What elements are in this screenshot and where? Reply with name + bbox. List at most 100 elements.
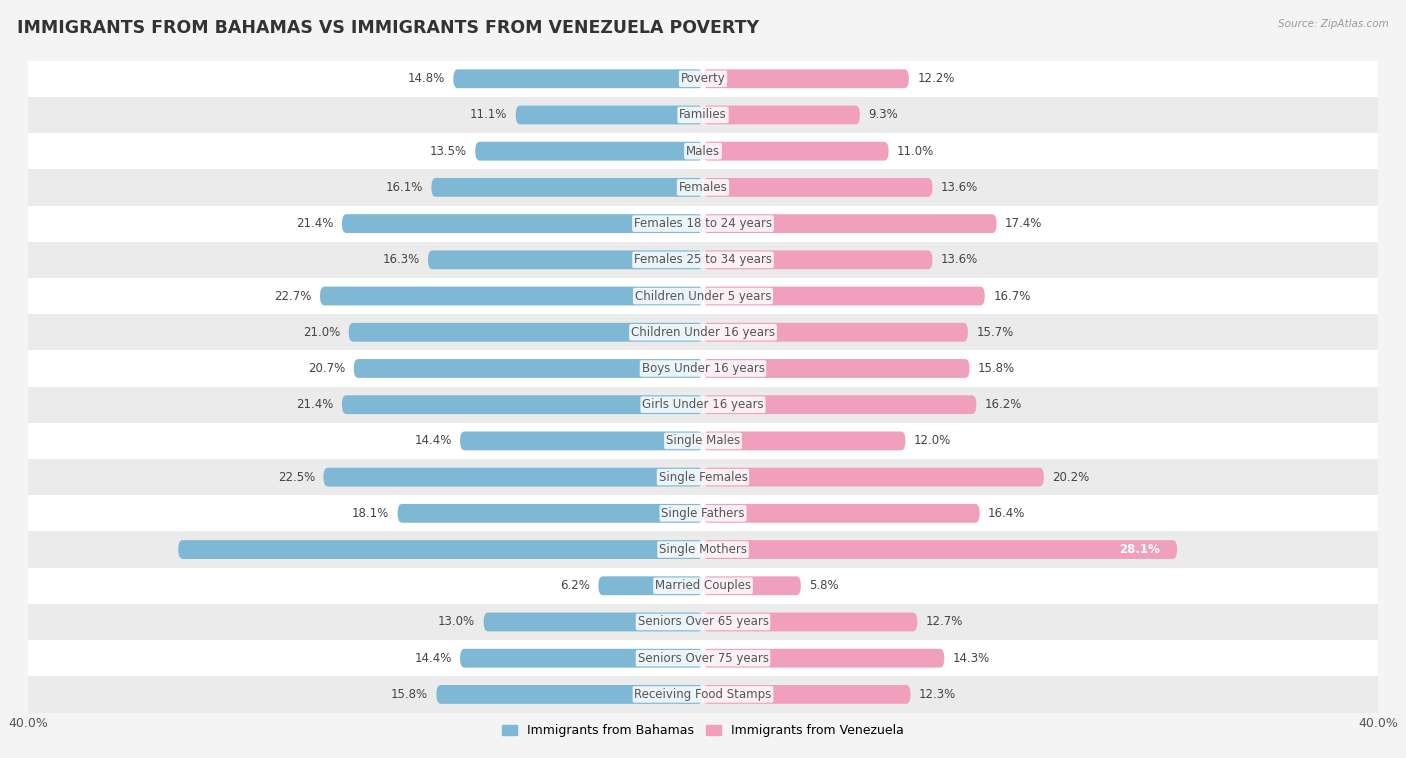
Bar	[28, 61, 1378, 97]
FancyBboxPatch shape	[703, 685, 911, 704]
Text: 21.4%: 21.4%	[297, 217, 333, 230]
Bar	[28, 423, 1378, 459]
Bar	[28, 97, 1378, 133]
Text: Females 18 to 24 years: Females 18 to 24 years	[634, 217, 772, 230]
Text: 16.2%: 16.2%	[984, 398, 1022, 411]
Bar	[28, 242, 1378, 278]
Text: Seniors Over 75 years: Seniors Over 75 years	[637, 652, 769, 665]
FancyBboxPatch shape	[703, 540, 1177, 559]
Bar	[28, 495, 1378, 531]
Bar	[28, 676, 1378, 713]
Text: 13.6%: 13.6%	[941, 253, 979, 266]
Bar	[28, 531, 1378, 568]
Text: 18.1%: 18.1%	[352, 507, 389, 520]
Text: 11.0%: 11.0%	[897, 145, 934, 158]
FancyBboxPatch shape	[342, 395, 703, 414]
Text: 14.8%: 14.8%	[408, 72, 444, 85]
Text: 13.0%: 13.0%	[439, 615, 475, 628]
FancyBboxPatch shape	[179, 540, 703, 559]
FancyBboxPatch shape	[703, 215, 997, 233]
Text: Single Fathers: Single Fathers	[661, 507, 745, 520]
FancyBboxPatch shape	[460, 649, 703, 668]
Text: 17.4%: 17.4%	[1005, 217, 1042, 230]
Bar	[28, 350, 1378, 387]
Text: 16.1%: 16.1%	[385, 181, 423, 194]
FancyBboxPatch shape	[703, 142, 889, 161]
Text: 12.0%: 12.0%	[914, 434, 950, 447]
FancyBboxPatch shape	[432, 178, 703, 197]
FancyBboxPatch shape	[453, 69, 703, 88]
Text: 12.7%: 12.7%	[925, 615, 963, 628]
Text: 22.7%: 22.7%	[274, 290, 312, 302]
Text: Females: Females	[679, 181, 727, 194]
Text: 13.6%: 13.6%	[941, 181, 979, 194]
Text: 15.7%: 15.7%	[976, 326, 1014, 339]
Text: 16.7%: 16.7%	[993, 290, 1031, 302]
Text: 14.4%: 14.4%	[415, 652, 451, 665]
FancyBboxPatch shape	[703, 105, 860, 124]
FancyBboxPatch shape	[323, 468, 703, 487]
Text: 20.2%: 20.2%	[1052, 471, 1090, 484]
Text: Females 25 to 34 years: Females 25 to 34 years	[634, 253, 772, 266]
FancyBboxPatch shape	[703, 612, 917, 631]
Text: Girls Under 16 years: Girls Under 16 years	[643, 398, 763, 411]
Text: 6.2%: 6.2%	[560, 579, 591, 592]
Bar	[28, 387, 1378, 423]
Text: 13.5%: 13.5%	[430, 145, 467, 158]
FancyBboxPatch shape	[703, 431, 905, 450]
Text: Poverty: Poverty	[681, 72, 725, 85]
Text: 21.4%: 21.4%	[297, 398, 333, 411]
FancyBboxPatch shape	[703, 649, 945, 668]
FancyBboxPatch shape	[703, 359, 970, 378]
Text: Married Couples: Married Couples	[655, 579, 751, 592]
FancyBboxPatch shape	[703, 69, 908, 88]
Text: 21.0%: 21.0%	[304, 326, 340, 339]
Bar	[28, 133, 1378, 169]
Text: Receiving Food Stamps: Receiving Food Stamps	[634, 688, 772, 701]
Bar	[28, 459, 1378, 495]
Text: Seniors Over 65 years: Seniors Over 65 years	[637, 615, 769, 628]
FancyBboxPatch shape	[703, 178, 932, 197]
FancyBboxPatch shape	[703, 576, 801, 595]
FancyBboxPatch shape	[321, 287, 703, 305]
Text: Single Males: Single Males	[666, 434, 740, 447]
FancyBboxPatch shape	[349, 323, 703, 342]
Text: Children Under 5 years: Children Under 5 years	[634, 290, 772, 302]
Bar	[28, 205, 1378, 242]
Text: Boys Under 16 years: Boys Under 16 years	[641, 362, 765, 375]
FancyBboxPatch shape	[354, 359, 703, 378]
Text: 16.4%: 16.4%	[988, 507, 1025, 520]
Text: 15.8%: 15.8%	[391, 688, 427, 701]
Text: 11.1%: 11.1%	[470, 108, 508, 121]
Text: 22.5%: 22.5%	[278, 471, 315, 484]
Text: 9.3%: 9.3%	[869, 108, 898, 121]
FancyBboxPatch shape	[599, 576, 703, 595]
FancyBboxPatch shape	[398, 504, 703, 523]
FancyBboxPatch shape	[427, 250, 703, 269]
FancyBboxPatch shape	[703, 250, 932, 269]
Text: 14.4%: 14.4%	[415, 434, 451, 447]
Text: 5.8%: 5.8%	[810, 579, 839, 592]
Text: 20.7%: 20.7%	[308, 362, 346, 375]
Text: IMMIGRANTS FROM BAHAMAS VS IMMIGRANTS FROM VENEZUELA POVERTY: IMMIGRANTS FROM BAHAMAS VS IMMIGRANTS FR…	[17, 19, 759, 37]
Text: 31.1%: 31.1%	[686, 543, 727, 556]
Bar	[28, 640, 1378, 676]
Bar	[28, 278, 1378, 314]
FancyBboxPatch shape	[475, 142, 703, 161]
FancyBboxPatch shape	[436, 685, 703, 704]
Bar	[28, 568, 1378, 604]
FancyBboxPatch shape	[703, 468, 1043, 487]
Text: 12.3%: 12.3%	[920, 688, 956, 701]
Text: 12.2%: 12.2%	[917, 72, 955, 85]
Text: 15.8%: 15.8%	[979, 362, 1015, 375]
Text: 16.3%: 16.3%	[382, 253, 419, 266]
Text: 28.1%: 28.1%	[1119, 543, 1160, 556]
FancyBboxPatch shape	[516, 105, 703, 124]
Text: Source: ZipAtlas.com: Source: ZipAtlas.com	[1278, 19, 1389, 29]
FancyBboxPatch shape	[703, 504, 980, 523]
FancyBboxPatch shape	[460, 431, 703, 450]
Bar	[28, 604, 1378, 640]
Text: Families: Families	[679, 108, 727, 121]
Text: Single Mothers: Single Mothers	[659, 543, 747, 556]
Text: Single Females: Single Females	[658, 471, 748, 484]
